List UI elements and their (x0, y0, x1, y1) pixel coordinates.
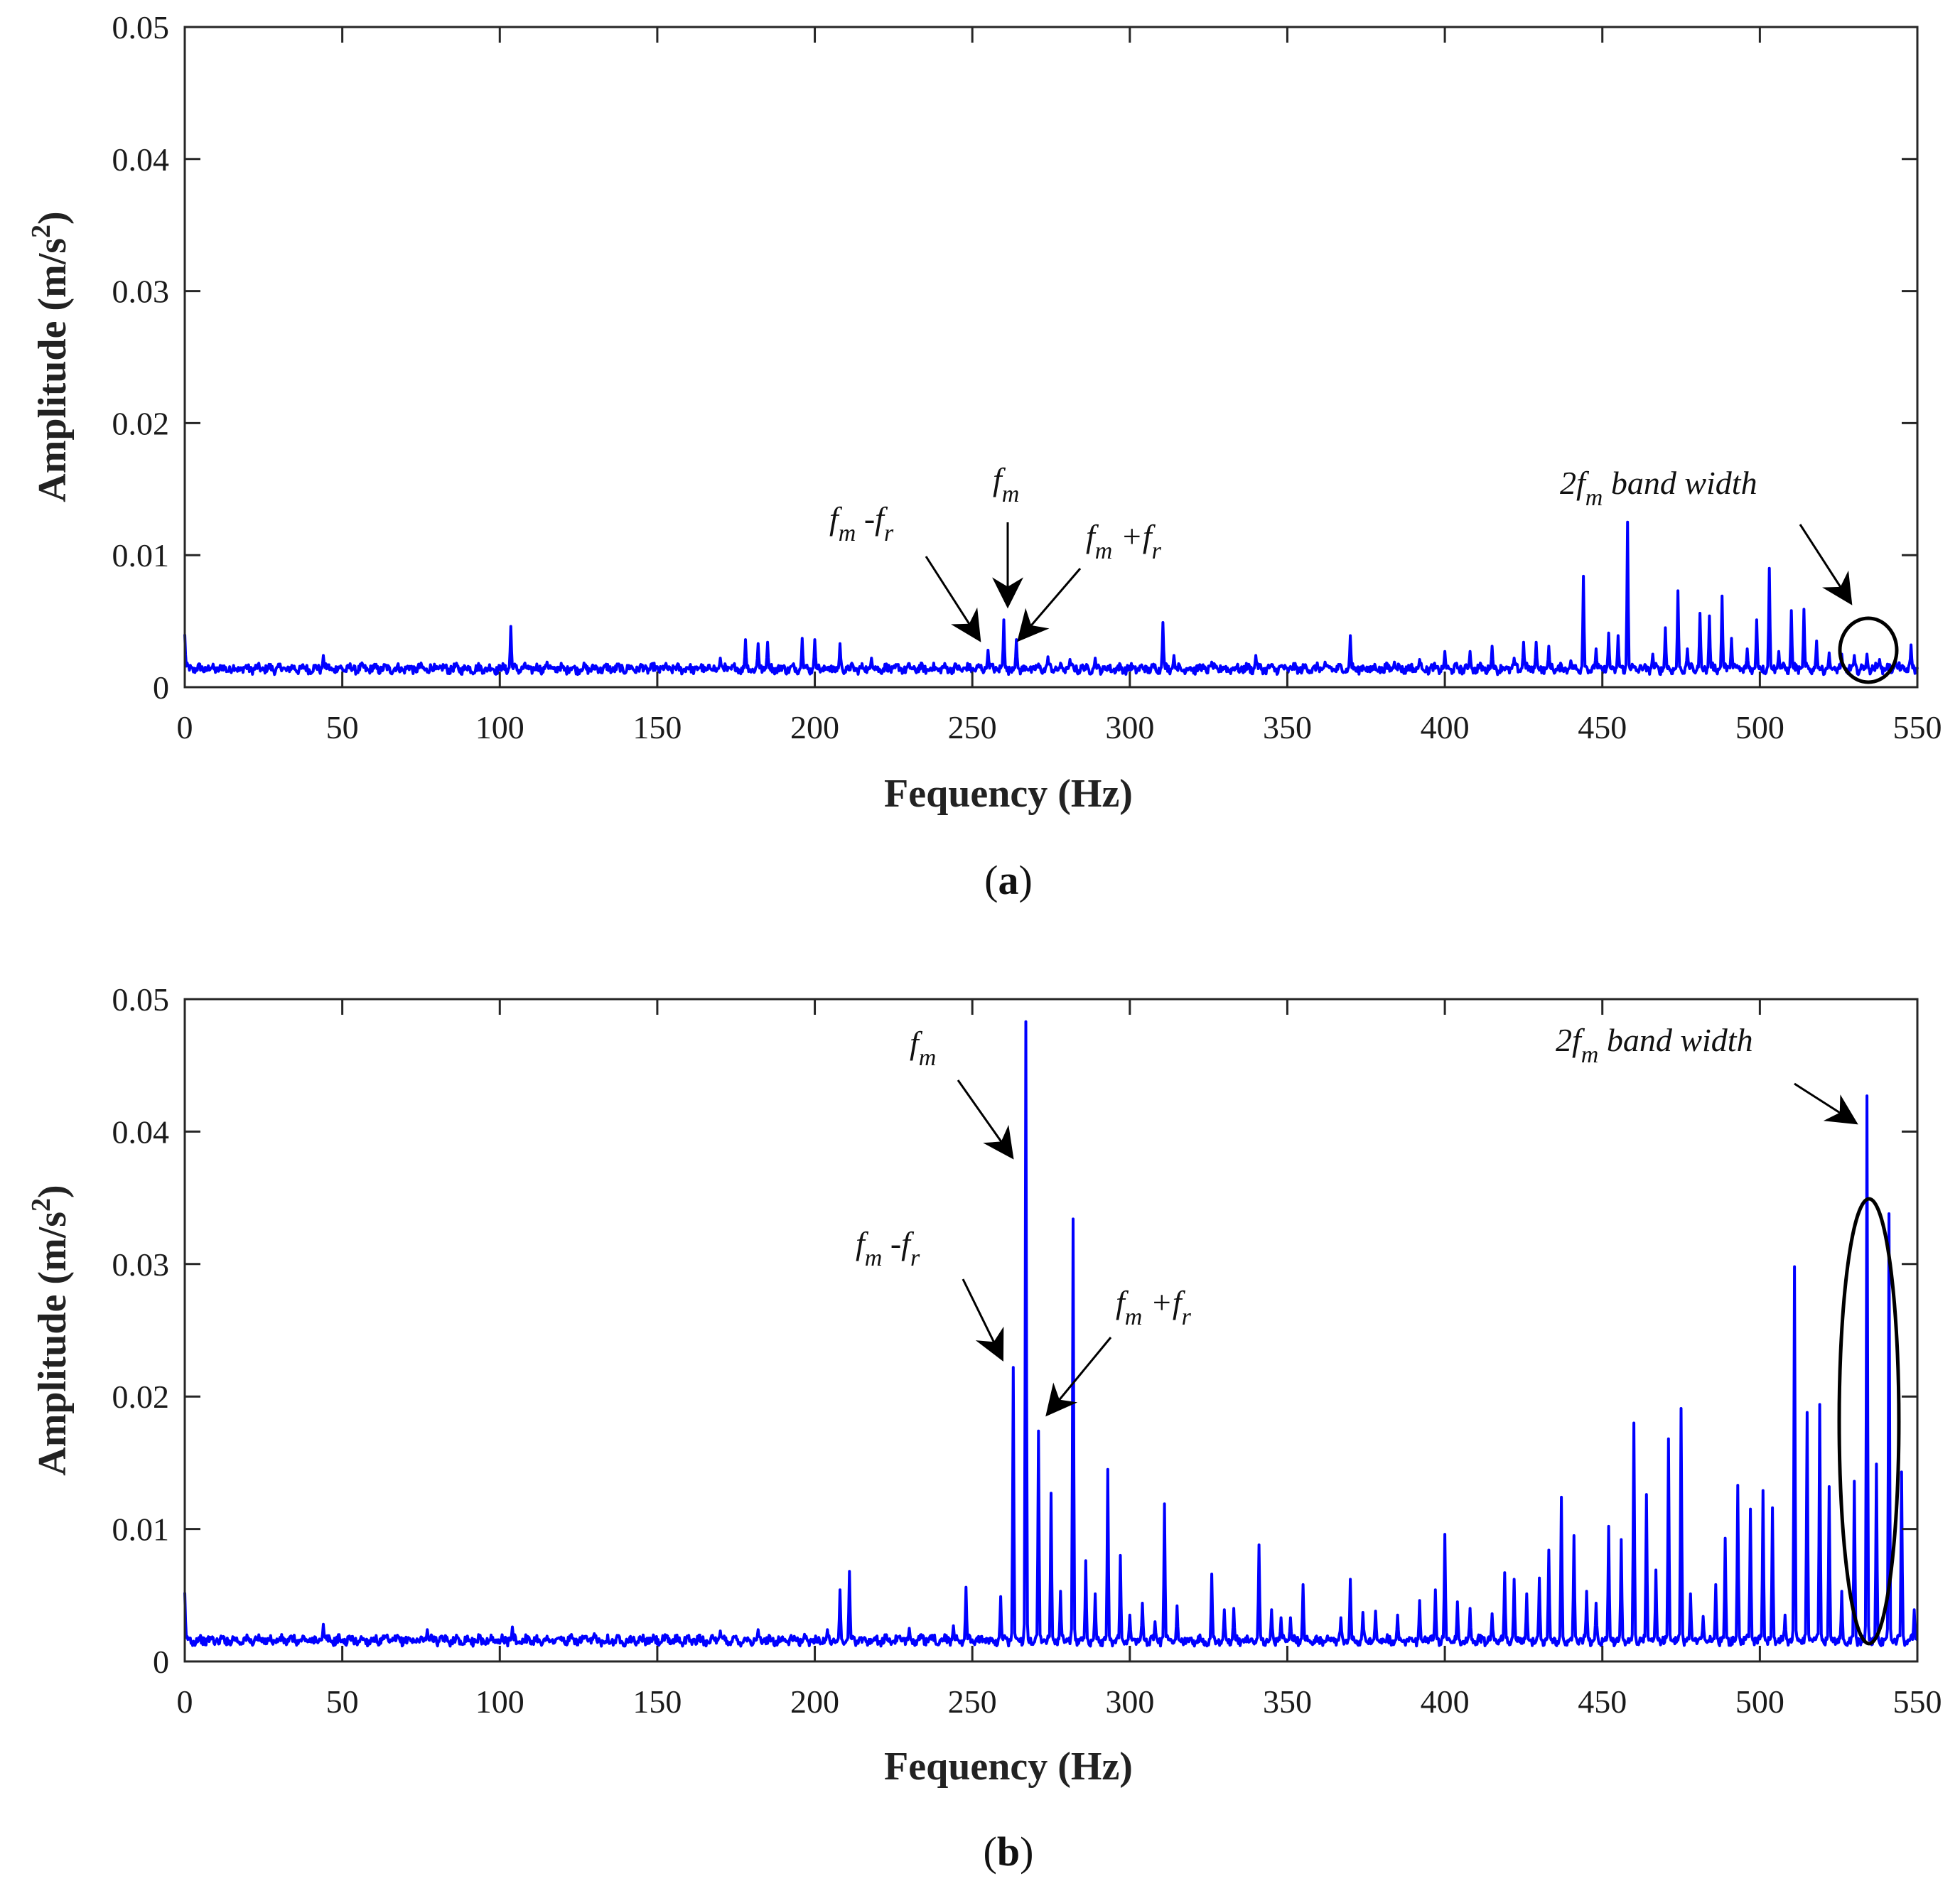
axes-frame (183, 26, 1919, 689)
y-tick-label: 0.02 (112, 1379, 170, 1415)
annotation-label: fm +fr (1086, 518, 1162, 564)
axes-frame (183, 998, 1919, 1663)
annotation-label: fm +fr (1116, 1284, 1192, 1330)
y-tick-label: 0 (153, 669, 169, 706)
x-tick-label: 250 (948, 1683, 997, 1720)
x-tick-label: 350 (1263, 709, 1312, 745)
annotation-arrow (957, 1079, 1014, 1160)
annotation-label: fm -fr (856, 1225, 920, 1271)
spectrum-line (183, 1020, 1919, 1648)
annotation-arrow (925, 556, 981, 642)
chart-panel-b: 0 50 100 150 200 250 300 350 400 450 500 550 0 0.01 0.… (26, 981, 1942, 1875)
x-axis-label: Fequency (Hz) (884, 772, 1133, 816)
x-tick-label: 400 (1421, 1683, 1470, 1720)
x-tick-label: 300 (1105, 1683, 1154, 1720)
x-tick-label: 350 (1263, 1683, 1312, 1720)
band-width-ellipse (1837, 1197, 1901, 1646)
y-axis-label: Amplitude (m/s2) (26, 211, 75, 502)
x-tick-label: 450 (1578, 1683, 1627, 1720)
panel-label: (a) (984, 857, 1033, 903)
y-tick-label: 0.03 (112, 274, 170, 310)
x-tick-label: 50 (326, 709, 359, 745)
annotation-arrow (1799, 524, 1853, 605)
y-tick-label: 0.03 (112, 1246, 170, 1283)
y-tick-label: 0 (153, 1644, 169, 1680)
y-tick-label: 0.02 (112, 405, 170, 441)
x-tick-label: 150 (632, 1683, 682, 1720)
x-tick-label: 550 (1893, 1683, 1942, 1720)
x-tick-label: 300 (1105, 709, 1154, 745)
y-tick-label: 0.04 (112, 1114, 170, 1150)
band-width-ellipse (1838, 616, 1899, 684)
x-tick-label: 50 (326, 1683, 359, 1720)
x-tick-label: 150 (632, 709, 682, 745)
y-axis-label: Amplitude (m/s2) (26, 1185, 75, 1475)
x-tick-label: 500 (1735, 1683, 1784, 1720)
y-tick-label: 0.05 (112, 9, 170, 45)
x-tick-label: 100 (475, 1683, 524, 1720)
y-tick-label: 0.01 (112, 1512, 170, 1548)
x-tick-label: 400 (1421, 709, 1470, 745)
annotation-arrow (1794, 1082, 1858, 1125)
x-tick-label: 250 (948, 709, 997, 745)
chart-panel-a: 0 50 100 150 200 250 300 350 400 450 500 550 0 0.01 0.… (26, 9, 1942, 903)
annotation-arrow (1045, 1337, 1112, 1417)
x-axis-label: Fequency (Hz) (884, 1745, 1133, 1789)
panel-label: (b) (984, 1828, 1034, 1875)
annotation-arrow (1017, 568, 1082, 642)
annotation-label: 2fm band width (1556, 1022, 1753, 1068)
y-tick-label: 0.01 (112, 537, 170, 573)
x-tick-label: 200 (790, 709, 839, 745)
x-tick-label: 0 (177, 1683, 193, 1720)
x-tick-label: 0 (177, 709, 193, 745)
spectrum-line (183, 520, 1919, 677)
y-tick-label: 0.05 (112, 981, 170, 1018)
y-tick-label: 0.04 (112, 141, 170, 178)
annotation-label: fm -fr (829, 500, 894, 546)
annotation-arrow (962, 1278, 1004, 1362)
x-tick-label: 200 (790, 1683, 839, 1720)
annotation-label: 2fm band width (1560, 465, 1757, 511)
x-tick-label: 500 (1735, 709, 1784, 745)
x-tick-label: 450 (1578, 709, 1627, 745)
annotation-label: fm (910, 1025, 936, 1071)
x-tick-label: 100 (475, 709, 524, 745)
annotation-label: fm (993, 461, 1019, 507)
x-tick-label: 550 (1893, 709, 1942, 745)
